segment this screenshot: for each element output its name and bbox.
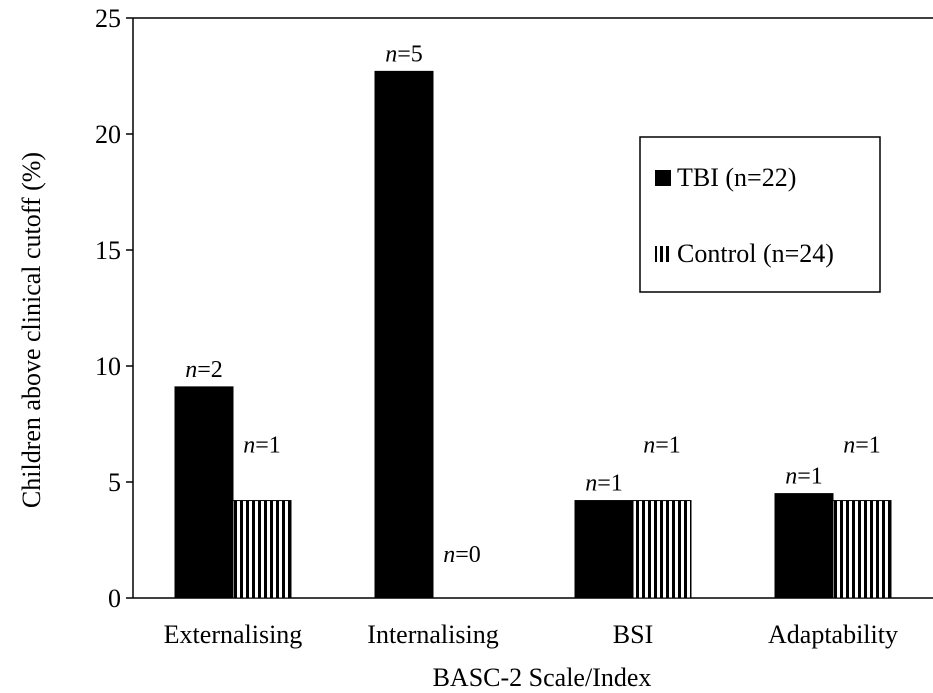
y-tick-label: 15 — [95, 236, 121, 265]
x-tick-label: BSI — [613, 620, 653, 649]
x-tick-label: Externalising — [164, 620, 303, 649]
bar-tbi — [575, 501, 633, 598]
legend-swatch-control — [655, 246, 671, 262]
legend-label-tbi: TBI (n=22) — [677, 163, 796, 192]
data-label: n=0 — [443, 542, 481, 568]
plot-area: 0 5 10 15 20 25 Externalising n=2 n=1 Internalisi… — [95, 4, 933, 649]
data-label: n=2 — [185, 357, 223, 383]
data-label: n=1 — [585, 471, 623, 497]
legend-swatch-tbi — [655, 170, 671, 186]
y-tick-label: 0 — [108, 584, 121, 613]
y-tick-label: 5 — [108, 468, 121, 497]
data-label: n=1 — [643, 433, 681, 459]
legend-label-control: Control (n=24) — [677, 239, 834, 268]
bar-control — [233, 501, 291, 598]
data-label: n=1 — [843, 433, 881, 459]
bar-tbi — [775, 494, 833, 598]
legend: TBI (n=22) Control (n=24) — [640, 137, 880, 292]
x-axis-title: BASC-2 Scale/Index — [433, 663, 652, 692]
x-tick-label: Adaptability — [768, 620, 898, 649]
y-axis-title: Children above clinical cutoff (%) — [17, 152, 46, 508]
bar-tbi — [175, 387, 233, 598]
data-label: n=5 — [385, 41, 423, 67]
data-label: n=1 — [243, 433, 281, 459]
bar-control — [633, 501, 691, 598]
x-tick-label: Internalising — [367, 620, 498, 649]
y-tick-label: 10 — [95, 352, 121, 381]
bar-control — [833, 501, 891, 598]
bar-tbi — [375, 71, 433, 598]
y-tick-label: 20 — [95, 120, 121, 149]
legend-frame — [640, 137, 880, 292]
y-tick-label: 25 — [95, 4, 121, 33]
data-label: n=1 — [785, 464, 823, 490]
